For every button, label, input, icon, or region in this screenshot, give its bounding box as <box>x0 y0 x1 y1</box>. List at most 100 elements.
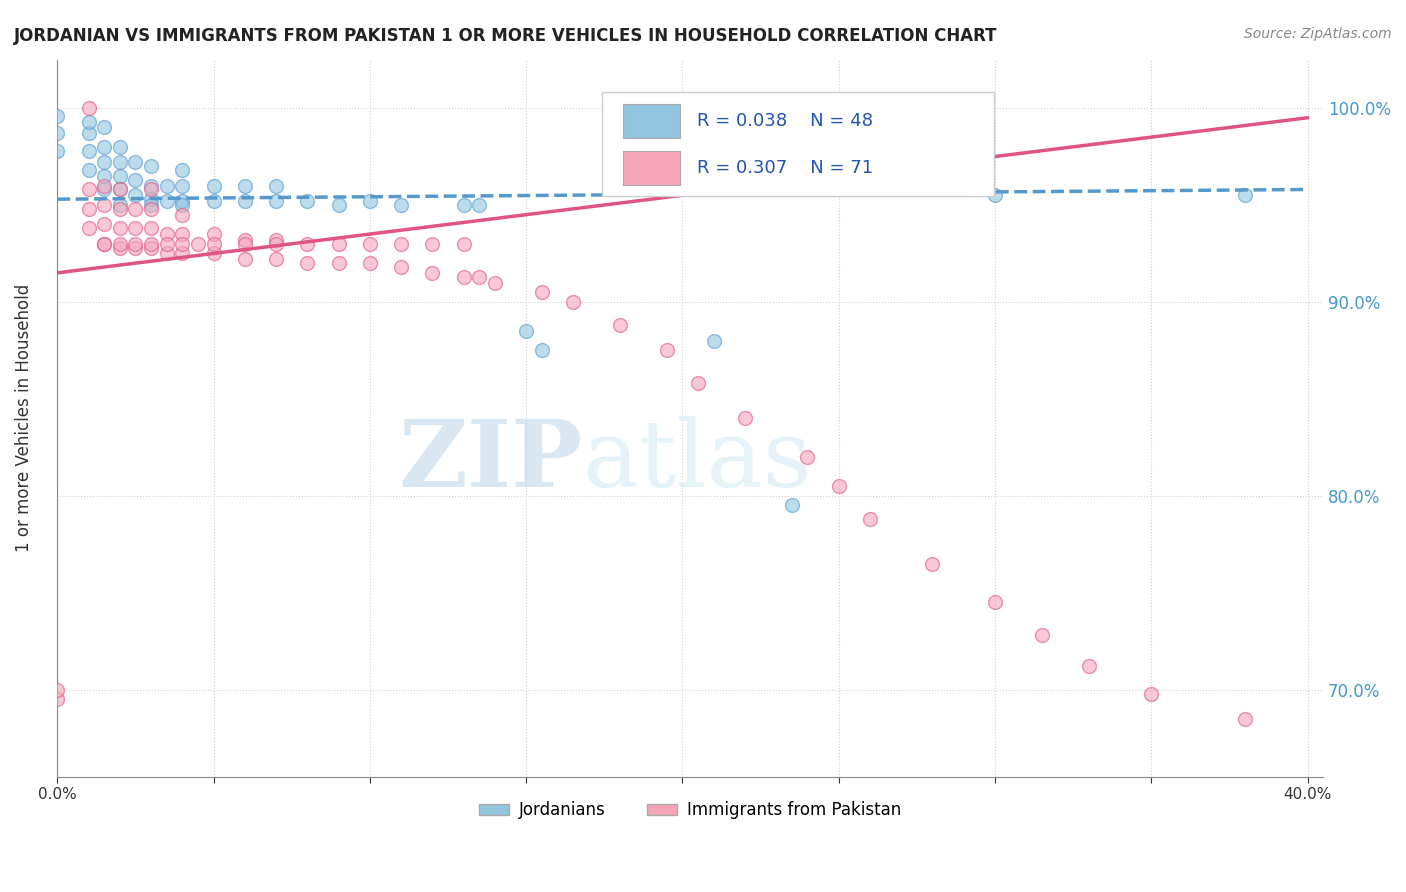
Point <box>264 233 287 247</box>
Point <box>108 202 131 216</box>
Point <box>77 202 100 216</box>
Point <box>233 252 256 267</box>
Legend: Jordanians, Immigrants from Pakistan: Jordanians, Immigrants from Pakistan <box>472 795 908 826</box>
Point <box>77 221 100 235</box>
Point <box>108 241 131 255</box>
Point <box>453 269 475 284</box>
Point <box>139 198 162 212</box>
Point <box>172 198 194 212</box>
Point <box>264 194 287 208</box>
Point <box>108 140 131 154</box>
Point <box>297 194 319 208</box>
Point <box>264 236 287 251</box>
Point <box>77 101 100 115</box>
Point <box>172 208 194 222</box>
Point <box>93 236 115 251</box>
Point <box>734 411 756 425</box>
Point <box>46 682 69 697</box>
Point <box>859 512 882 526</box>
Point <box>202 236 225 251</box>
Point <box>686 376 709 391</box>
Point <box>139 241 162 255</box>
Point <box>139 236 162 251</box>
Point <box>124 173 146 187</box>
Point <box>468 269 491 284</box>
Point <box>655 343 678 358</box>
Point <box>984 188 1007 202</box>
Point <box>156 246 179 260</box>
Point <box>172 194 194 208</box>
Point <box>139 178 162 193</box>
Point <box>124 202 146 216</box>
Point <box>139 221 162 235</box>
Point <box>93 178 115 193</box>
Point <box>77 182 100 196</box>
Point <box>468 198 491 212</box>
Point <box>202 178 225 193</box>
Point <box>93 218 115 232</box>
FancyBboxPatch shape <box>602 92 994 196</box>
Point <box>297 236 319 251</box>
Point <box>359 256 381 270</box>
Point <box>609 318 631 333</box>
Point <box>124 188 146 202</box>
Point <box>77 126 100 140</box>
Point <box>108 198 131 212</box>
Point <box>46 692 69 706</box>
Point <box>156 194 179 208</box>
Point <box>202 246 225 260</box>
Point <box>422 266 444 280</box>
Point <box>93 155 115 169</box>
Point <box>530 285 553 300</box>
Point <box>233 194 256 208</box>
Point <box>108 182 131 196</box>
Point <box>77 114 100 128</box>
Point <box>453 198 475 212</box>
Point <box>93 120 115 135</box>
Bar <box>623 152 681 186</box>
Point <box>46 126 69 140</box>
Point <box>453 236 475 251</box>
Point <box>422 236 444 251</box>
Point <box>156 227 179 241</box>
Text: JORDANIAN VS IMMIGRANTS FROM PAKISTAN 1 OR MORE VEHICLES IN HOUSEHOLD CORRELATIO: JORDANIAN VS IMMIGRANTS FROM PAKISTAN 1 … <box>14 27 998 45</box>
Point <box>172 178 194 193</box>
Point <box>202 194 225 208</box>
Point <box>359 194 381 208</box>
Point <box>139 202 162 216</box>
Point <box>530 343 553 358</box>
Text: ZIP: ZIP <box>398 417 582 507</box>
Y-axis label: 1 or more Vehicles in Household: 1 or more Vehicles in Household <box>15 285 32 552</box>
Point <box>93 198 115 212</box>
Point <box>264 252 287 267</box>
Point <box>1140 686 1163 700</box>
Point <box>108 169 131 183</box>
Point <box>124 236 146 251</box>
Point <box>139 192 162 206</box>
Text: Source: ZipAtlas.com: Source: ZipAtlas.com <box>1244 27 1392 41</box>
Point <box>359 236 381 251</box>
Point <box>984 595 1007 609</box>
Point <box>328 198 350 212</box>
Point <box>124 221 146 235</box>
Point <box>233 233 256 247</box>
Point <box>172 227 194 241</box>
Point <box>139 159 162 173</box>
Text: R = 0.038    N = 48: R = 0.038 N = 48 <box>696 112 873 130</box>
Point <box>1233 712 1256 726</box>
Point <box>703 334 725 348</box>
Point <box>77 163 100 178</box>
Point <box>93 169 115 183</box>
Point <box>1233 188 1256 202</box>
Text: R = 0.307    N = 71: R = 0.307 N = 71 <box>696 159 873 178</box>
Point <box>124 155 146 169</box>
Point <box>93 182 115 196</box>
Point <box>172 246 194 260</box>
Point <box>484 276 506 290</box>
Point <box>108 221 131 235</box>
Point <box>108 182 131 196</box>
Point <box>233 178 256 193</box>
Point <box>389 260 412 274</box>
Point <box>108 236 131 251</box>
Point <box>796 450 818 464</box>
